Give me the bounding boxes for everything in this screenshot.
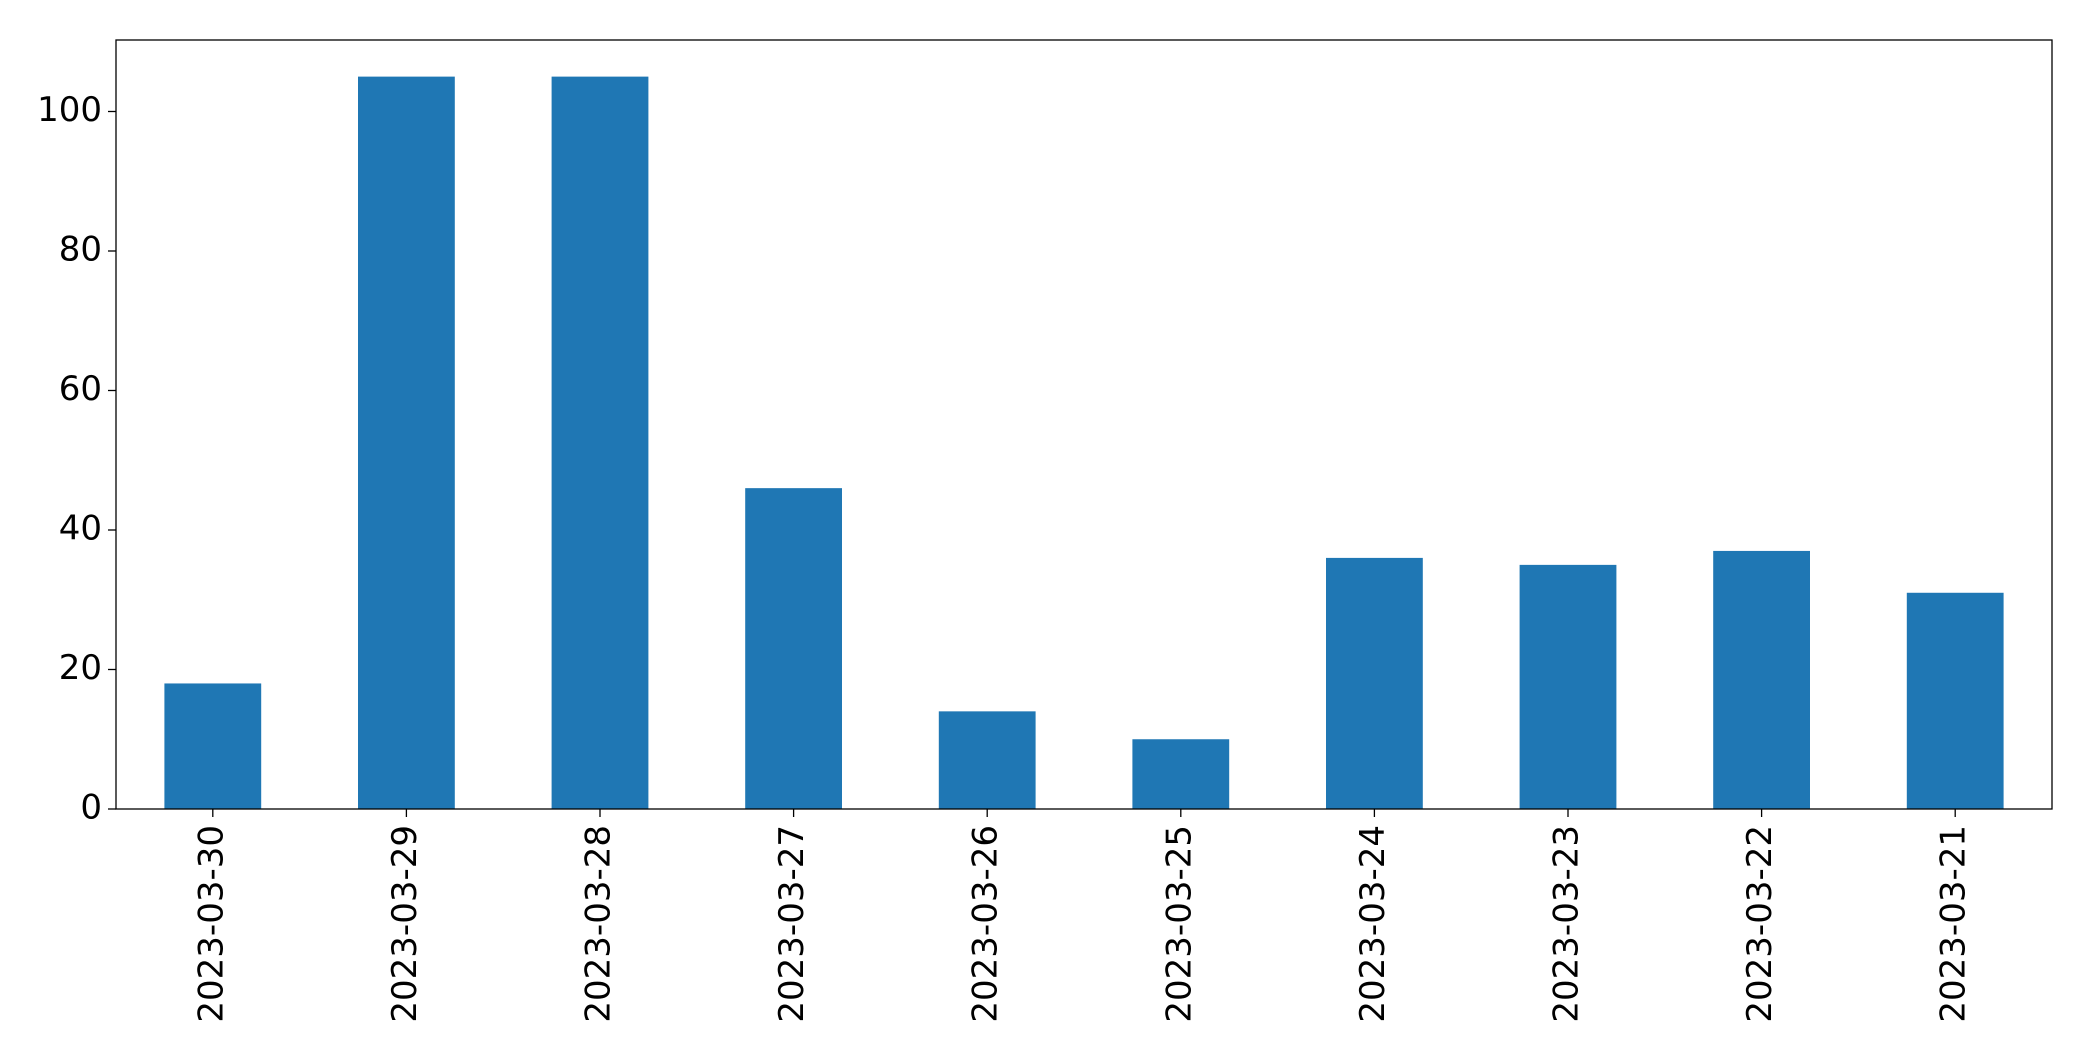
x-tick-label: 2023-03-25: [1159, 825, 1199, 1023]
x-tick-label: 2023-03-23: [1547, 825, 1587, 1023]
x-tick-label: 2023-03-26: [966, 825, 1006, 1023]
x-tick-label: 2023-03-21: [1934, 825, 1974, 1023]
bar: [938, 711, 1036, 809]
y-tick-label: 20: [59, 648, 102, 688]
x-tick-label: 2023-03-24: [1353, 825, 1393, 1023]
bar: [1326, 557, 1423, 809]
x-tick-label: 2023-03-28: [579, 825, 619, 1023]
x-tick-label: 2023-03-27: [772, 825, 812, 1023]
bar: [164, 683, 262, 809]
bar: [745, 488, 842, 809]
y-tick-label: 80: [59, 229, 102, 269]
x-tick-label: 2023-03-29: [385, 825, 425, 1023]
y-tick-label: 0: [80, 788, 102, 828]
axes-frame: [115, 39, 2053, 810]
x-tick-label: 2023-03-22: [1740, 825, 1780, 1023]
bar: [1132, 739, 1230, 809]
y-tick-label: 100: [37, 90, 102, 130]
y-tick-label: 60: [59, 369, 102, 409]
bar: [1713, 550, 1810, 809]
x-tick-label: 2023-03-30: [191, 825, 231, 1023]
y-tick-label: 40: [59, 508, 102, 548]
bar: [358, 76, 455, 810]
bar: [551, 76, 649, 810]
bar: [1519, 564, 1617, 809]
bar: [1906, 592, 2004, 809]
